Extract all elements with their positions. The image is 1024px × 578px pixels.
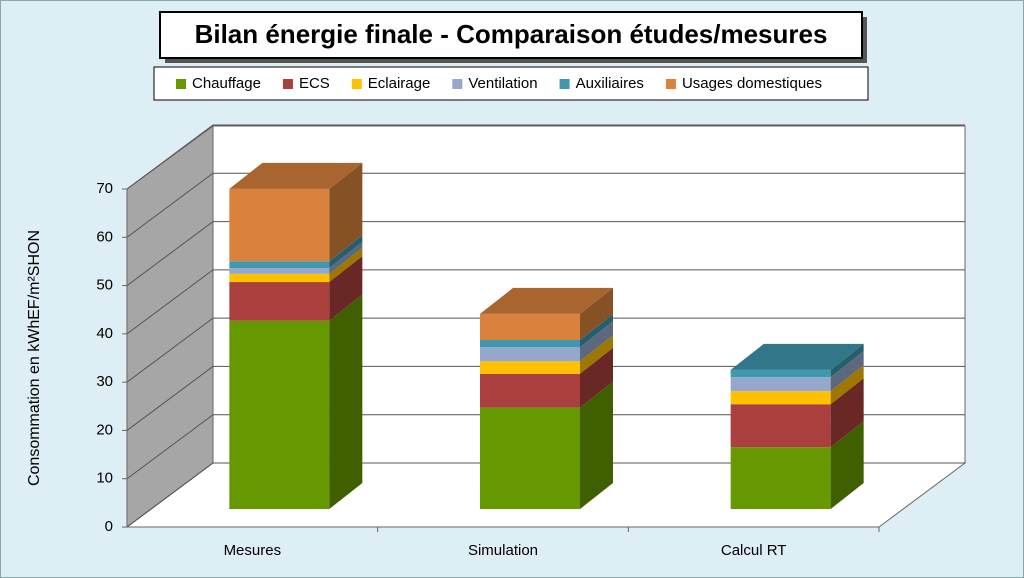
legend-label: Usages domestiques (682, 75, 822, 92)
bar-side (329, 294, 363, 509)
bar-side (329, 242, 363, 274)
bar-top (229, 162, 363, 189)
x-tick-label: Calcul RT (721, 542, 787, 559)
grid-line (126, 269, 965, 335)
bar-segment (730, 377, 831, 392)
bar-segment (229, 320, 330, 509)
y-tick-label: 40 (96, 325, 113, 342)
grid-line (126, 124, 965, 190)
bar-side (580, 347, 613, 408)
x-tick-label: Simulation (468, 542, 538, 559)
bar-side (830, 351, 864, 392)
grid-line (126, 317, 965, 383)
bar-segment (480, 340, 580, 348)
y-tick-label: 20 (96, 421, 113, 438)
bar-segment (730, 369, 831, 378)
bar-segment (480, 347, 580, 362)
bar-segment (229, 188, 330, 262)
y-tick-label: 10 (96, 470, 113, 487)
bar-segment (480, 407, 580, 509)
bar-segment (730, 404, 831, 448)
grid-line (126, 172, 965, 238)
bar-side (580, 321, 613, 362)
bar-side (329, 247, 363, 283)
bar-segment (229, 261, 330, 269)
bar-segment (480, 361, 580, 374)
y-axis-label: Consommation en kWhEF/m²SHON (26, 230, 43, 486)
legend-swatch (176, 79, 186, 89)
plot: 0 10 20 30 40 50 60 70 Mesures Simulation Calcul R… (96, 75, 965, 559)
grid-line (126, 414, 965, 480)
bar-side (329, 162, 363, 262)
bar-top (730, 343, 864, 370)
bar-side (580, 287, 613, 340)
y-tick-label: 30 (96, 373, 113, 390)
legend-swatch (351, 79, 362, 89)
grid-line (126, 221, 965, 286)
bar-segment (229, 282, 330, 321)
legend-label: Chauffage (192, 75, 261, 92)
bar-side (830, 365, 864, 405)
left-wall (126, 125, 214, 528)
legend-label: ECS (299, 75, 330, 92)
bar-segment (229, 273, 330, 283)
bar-side (830, 378, 864, 448)
legend-label: Ventilation (468, 75, 537, 92)
x-tick-label: Mesures (224, 542, 282, 559)
bar-side (580, 314, 613, 348)
grid-line (126, 462, 965, 528)
legend-label: Auxiliaires (576, 75, 644, 92)
title-box (159, 11, 863, 59)
bar-side (580, 381, 613, 509)
bar-side (580, 335, 613, 374)
legend-swatch (282, 79, 293, 89)
bar-side (830, 421, 864, 509)
legend-box (153, 66, 869, 101)
legend-label: Eclairage (368, 75, 431, 92)
y-tick-label: 60 (96, 228, 113, 245)
bar-segment (229, 268, 330, 274)
bar-top (480, 287, 613, 314)
y-tick-label: 70 (96, 180, 113, 197)
y-tick-label: 0 (105, 518, 113, 535)
legend-swatch (452, 79, 463, 89)
bar-segment (730, 447, 831, 509)
bar-side (329, 256, 363, 321)
bar-side (329, 235, 363, 269)
y-tick-label: 50 (96, 277, 113, 294)
legend-swatch (665, 79, 676, 89)
grid-line (126, 365, 965, 431)
bar-segment (730, 391, 831, 405)
chart-title: Bilan énergie finale - Comparaison étude… (195, 19, 828, 49)
bar-segment (480, 313, 580, 340)
legend-swatch (559, 79, 570, 89)
bar-side (830, 343, 864, 378)
bar-segment (480, 373, 580, 408)
